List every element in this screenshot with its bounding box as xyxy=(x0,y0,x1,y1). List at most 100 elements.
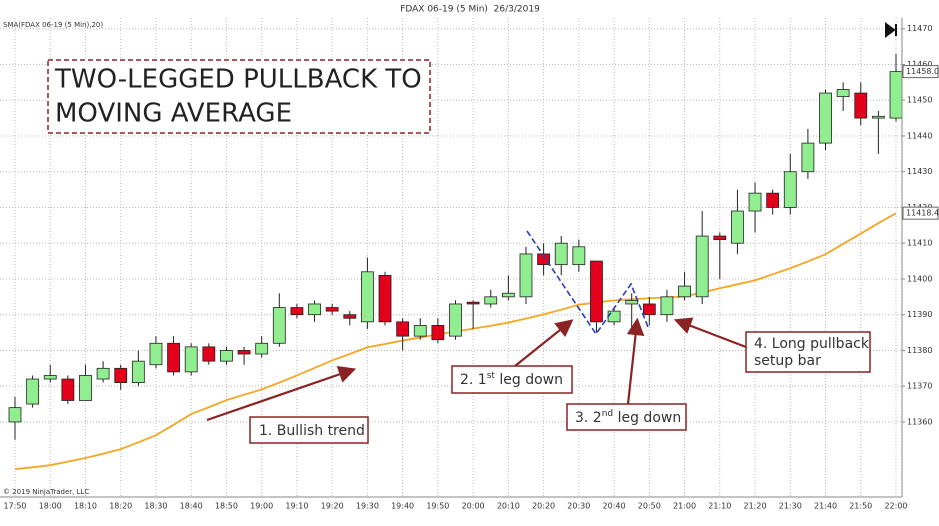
candle-body xyxy=(501,292,515,298)
candle-body xyxy=(114,367,128,384)
candle-body xyxy=(466,301,480,305)
x-tick-label: 19:30 xyxy=(356,502,379,511)
label: 3. 2nd leg down xyxy=(575,409,681,427)
candle-body xyxy=(43,375,57,380)
candle-body xyxy=(766,192,780,208)
x-tick-label: 19:50 xyxy=(426,502,449,511)
axis-labels: 1136011370113801139011400114101142011430… xyxy=(3,24,939,510)
label-box xyxy=(249,416,369,444)
candle-body xyxy=(184,346,198,373)
candle-body xyxy=(378,274,392,323)
x-tick-label: 20:50 xyxy=(638,502,661,511)
copyright: © 2019 NinjaTrader, LLC xyxy=(3,488,89,496)
candle-body xyxy=(96,367,110,380)
x-tick-label: 17:50 xyxy=(3,502,26,511)
candle-body xyxy=(607,310,621,323)
y-tick-label: 11370 xyxy=(907,382,932,391)
candle-body xyxy=(854,92,868,119)
x-tick-label: 22:00 xyxy=(884,502,907,511)
candle-body xyxy=(590,260,603,323)
x-tick-label: 21:00 xyxy=(673,502,696,511)
candle-body xyxy=(272,307,286,344)
headline-box xyxy=(47,59,431,134)
candle-body xyxy=(695,235,709,298)
y-tick-label: 11470 xyxy=(907,24,932,33)
price-marker xyxy=(902,65,939,79)
candle-body xyxy=(660,296,674,316)
candle-body xyxy=(519,253,533,298)
x-tick-label: 18:00 xyxy=(39,502,62,511)
price-marker xyxy=(902,206,939,220)
label: setup bar xyxy=(754,353,821,369)
candle-body xyxy=(731,210,744,244)
x-tick-label: 19:20 xyxy=(321,502,344,511)
label: 4. Long pullback xyxy=(754,336,870,352)
y-tick-label: 11450 xyxy=(907,96,932,105)
x-tick-label: 19:00 xyxy=(250,502,273,511)
candle-body xyxy=(8,407,22,423)
play-icon[interactable] xyxy=(885,22,897,38)
x-tick-label: 18:10 xyxy=(74,502,97,511)
price-marker-label: 11418.4 xyxy=(906,209,939,218)
candle-body xyxy=(484,296,498,305)
x-tick-label: 21:40 xyxy=(814,502,837,511)
x-tick-label: 18:50 xyxy=(215,502,238,511)
candle-body xyxy=(625,299,639,305)
arrow xyxy=(673,317,747,349)
y-tick-label: 11410 xyxy=(907,239,932,248)
candle-body xyxy=(255,342,269,355)
plot xyxy=(8,53,903,471)
y-tick-label: 11460 xyxy=(907,60,932,69)
candle-body xyxy=(871,115,885,119)
candle-body xyxy=(836,89,850,98)
x-tick-label: 20:00 xyxy=(462,502,485,511)
chart-title: FDAX 06-19 (5 Min) 26/3/2019 xyxy=(400,5,540,15)
candle-body xyxy=(449,303,462,337)
candle-body xyxy=(396,321,410,337)
candle-body xyxy=(783,171,797,208)
candle-body xyxy=(801,142,815,173)
headline: MOVING AVERAGE xyxy=(55,99,292,129)
arrow xyxy=(206,365,357,422)
y-tick-label: 11380 xyxy=(907,346,932,355)
candle-body xyxy=(748,192,762,212)
x-tick-label: 21:30 xyxy=(779,502,802,511)
x-tick-label: 21:10 xyxy=(708,502,731,511)
label: 2. 1st leg down xyxy=(460,371,563,389)
candle-body xyxy=(537,253,550,266)
candle-body xyxy=(343,314,357,319)
candle-body xyxy=(554,242,568,266)
candle-body xyxy=(678,285,691,298)
label-box xyxy=(745,331,871,373)
y-tick-label: 11360 xyxy=(907,417,932,426)
x-tick-label: 19:10 xyxy=(285,502,308,511)
y-tick-label: 11400 xyxy=(907,274,932,283)
candle-body xyxy=(149,342,163,366)
candle-body xyxy=(290,307,304,316)
candle-body xyxy=(889,71,903,119)
candle-body xyxy=(713,235,727,241)
candle-body xyxy=(79,375,92,401)
arrow xyxy=(514,319,574,367)
x-tick-label: 20:10 xyxy=(497,502,520,511)
candle-body xyxy=(413,325,427,337)
price-marker-label: 11458.0 xyxy=(906,67,939,76)
x-tick-label: 19:40 xyxy=(391,502,414,511)
candle-body xyxy=(26,378,40,405)
candle-body xyxy=(642,303,656,316)
y-tick-label: 11390 xyxy=(907,310,932,319)
x-tick-label: 21:50 xyxy=(849,502,872,511)
candle-body xyxy=(360,271,374,323)
candle-body xyxy=(237,350,251,355)
candle-body xyxy=(431,325,445,341)
y-tick-label: 11440 xyxy=(907,131,932,140)
x-tick-label: 20:30 xyxy=(567,502,590,511)
candle-body xyxy=(167,342,180,373)
candle-body xyxy=(572,246,586,266)
headline: TWO-LEGGED PULLBACK TO xyxy=(54,65,422,95)
candle-body xyxy=(308,303,321,316)
candle-body xyxy=(61,378,75,401)
zigzag xyxy=(526,230,649,336)
candle-body xyxy=(131,360,145,384)
